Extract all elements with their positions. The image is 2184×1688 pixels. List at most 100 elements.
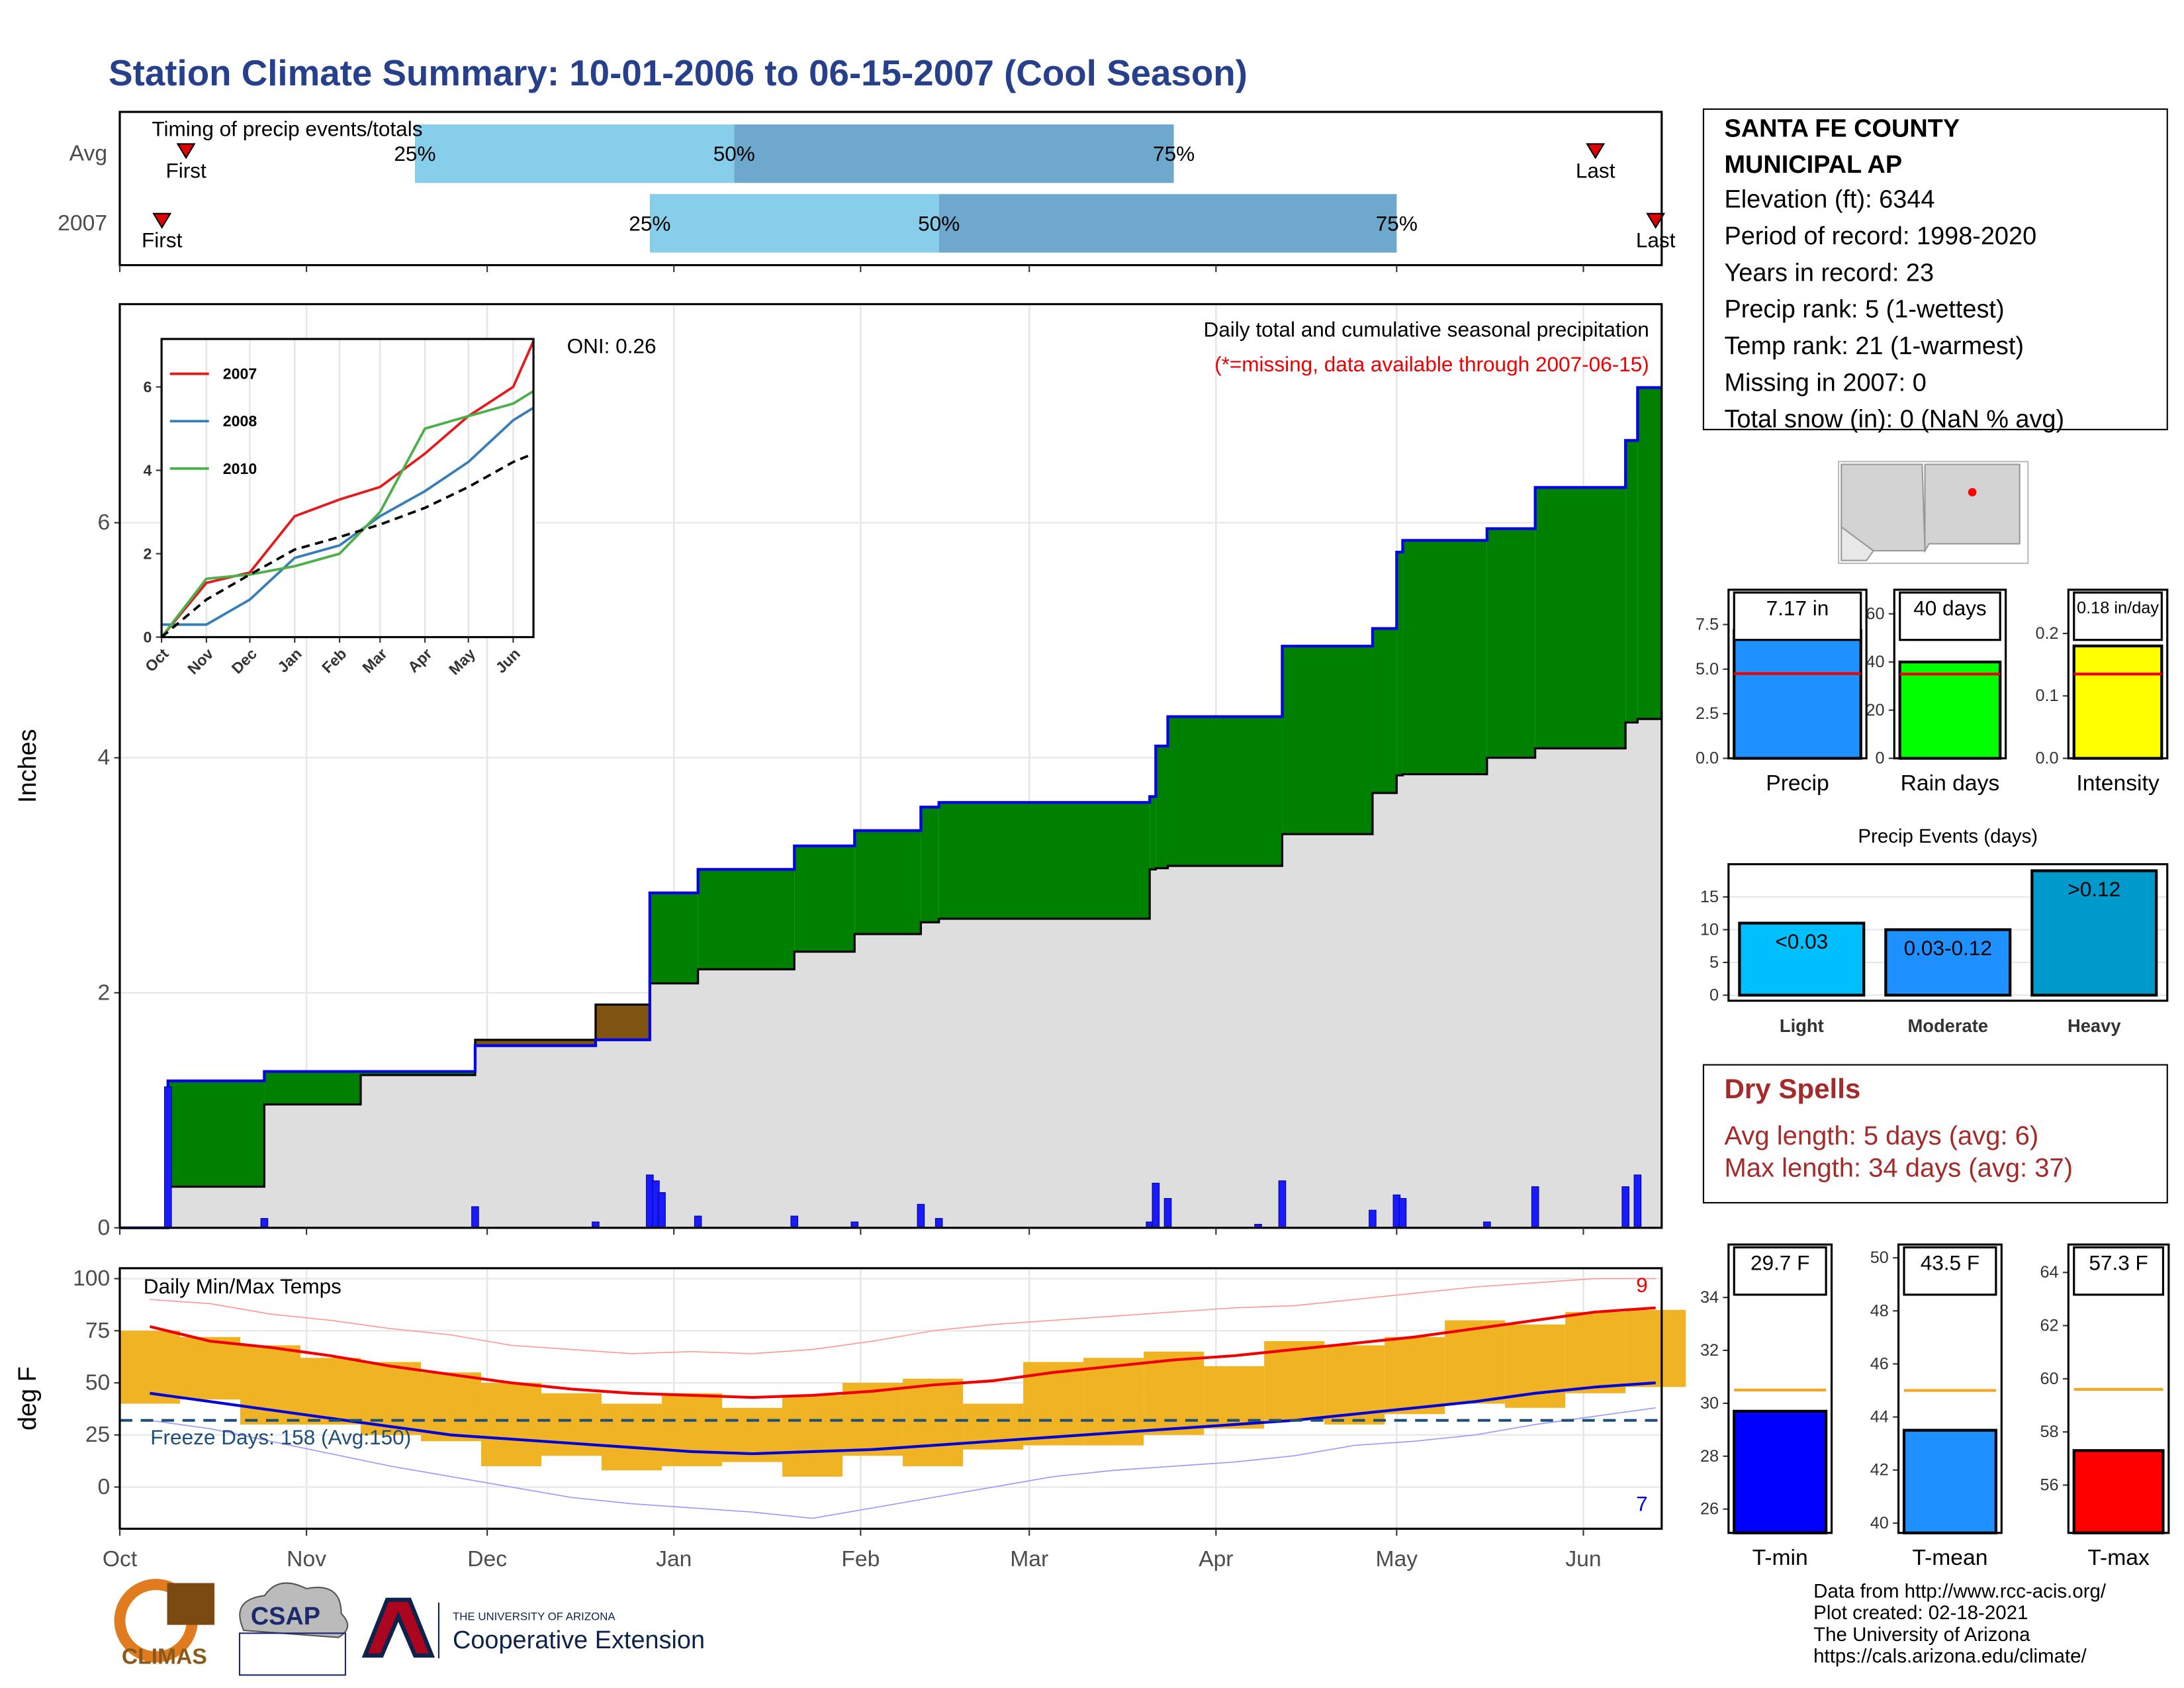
y-tick-label: 2.5 (1696, 704, 1719, 723)
y-tick-label: 62 (2040, 1317, 2058, 1335)
surplus-area (1282, 646, 1373, 835)
x-tick-label: Nov (287, 1547, 326, 1571)
ua-emblem (361, 1597, 435, 1658)
daily-bar (1369, 1209, 1377, 1229)
temp-bar (481, 1383, 542, 1466)
surplus-area (1396, 552, 1403, 776)
surplus-area (1150, 796, 1156, 870)
y-tick-label: 0.1 (2035, 686, 2058, 705)
y-tick-label: 2 (98, 980, 111, 1005)
quantile-label: 25% (394, 142, 435, 165)
y-tick-label: 25 (85, 1423, 110, 1447)
y-tick-label: 58 (2040, 1423, 2058, 1441)
event-marker (176, 143, 196, 160)
station-dot (1968, 488, 1977, 496)
station-name: MUNICIPAL AP (1724, 151, 1902, 179)
station-name: SANTA FE COUNTY (1724, 115, 1960, 142)
category-label: Rain days (1901, 771, 2000, 796)
panel-frame (1897, 1243, 2003, 1534)
timing-bar (649, 194, 939, 253)
temp-bar (903, 1378, 964, 1466)
page-title: Station Climate Summary: 10-01-2006 to 0… (109, 52, 1248, 93)
row-label: Avg (69, 142, 107, 166)
y-tick-label: 5 (1709, 953, 1719, 972)
category-label: Heavy (2068, 1015, 2121, 1036)
daily-bar (260, 1218, 269, 1229)
temp-bar (1445, 1320, 1506, 1404)
quantile-label: 25% (629, 211, 670, 235)
value-label-box (2073, 591, 2163, 641)
value-label: 40 days (1913, 596, 1987, 620)
daily-bar (1633, 1174, 1642, 1229)
y-axis-label: deg F (14, 1366, 42, 1430)
logo-text: CLIMAS (122, 1645, 207, 1669)
event-marker (1586, 143, 1606, 160)
y-tick-label: 30 (1700, 1394, 1719, 1413)
quantile-label: 75% (1153, 142, 1195, 165)
dry-spells-box (1702, 1064, 2168, 1203)
y-tick-label: 32 (1700, 1341, 1719, 1360)
oni-label: ONI: 0.26 (567, 334, 657, 358)
bar (2030, 869, 2158, 997)
y-tick-label: 6 (98, 510, 111, 535)
surplus-area (854, 830, 921, 935)
bar (1733, 629, 1862, 760)
panel-frame (2067, 1243, 2170, 1534)
footer-line: Plot created: 02-18-2021 (1813, 1602, 2028, 1624)
deficit-area (475, 1039, 596, 1046)
y-tick-label: 100 (73, 1266, 110, 1291)
daily-bar (1398, 1197, 1407, 1229)
y-tick-label: 48 (1870, 1301, 1889, 1320)
timing-bar (734, 124, 1174, 183)
event-label: Last (1576, 158, 1615, 182)
x-tick-label: May (1376, 1547, 1418, 1571)
temp-bar (119, 1331, 181, 1404)
y-axis-label: Inches (14, 729, 42, 803)
surplus-area (698, 869, 795, 970)
category-label: T-mean (1912, 1546, 1987, 1570)
panel-frame (2067, 588, 2169, 760)
csap-frame (238, 1632, 346, 1676)
temp-bar (1625, 1309, 1686, 1387)
daily-bar (164, 1086, 172, 1229)
y-tick-label: 2 (144, 545, 152, 562)
station-line: Missing in 2007: 0 (1724, 369, 1926, 397)
category-label: T-min (1752, 1546, 1808, 1570)
x-tick-label: Oct (103, 1547, 138, 1571)
y-tick-label: 64 (2040, 1263, 2058, 1282)
inset-background (161, 339, 534, 637)
event-marker (152, 212, 172, 229)
x-tick-label: Jan (656, 1547, 692, 1571)
y-tick-label: 0.0 (1696, 749, 1719, 768)
temp-bar (602, 1403, 662, 1471)
timing-bar (414, 124, 735, 183)
y-tick-label: 50 (1870, 1248, 1889, 1267)
temp-bar (1385, 1336, 1445, 1415)
y-tick-label: 6 (144, 379, 152, 396)
event-marker (1646, 212, 1666, 229)
y-tick-label: 0.0 (2035, 749, 2058, 768)
temp-bar (662, 1393, 723, 1466)
y-tick-label: 0 (1709, 986, 1719, 1004)
value-label: 7.17 in (1766, 596, 1829, 620)
y-tick-label: 42 (1870, 1461, 1889, 1479)
category-label: Precip (1766, 771, 1829, 796)
daily-bar (1278, 1180, 1287, 1229)
temp-bar (180, 1336, 241, 1400)
value-label: 0.18 in/day (2077, 598, 2159, 617)
value-label: >0.12 (2068, 877, 2120, 901)
y-tick-label: 28 (1700, 1447, 1719, 1466)
value-label: 29.7 F (1751, 1250, 1809, 1274)
y-tick-label: 56 (2040, 1476, 2058, 1494)
value-label: 57.3 F (2089, 1250, 2148, 1274)
chart-title: Daily Min/Max Temps (144, 1274, 341, 1298)
temp-bar (1204, 1366, 1265, 1429)
x-tick-label: Dec (467, 1547, 507, 1571)
temp-bar (1144, 1351, 1205, 1435)
y-tick-label: 0 (1875, 749, 1884, 768)
surplus-area (264, 1071, 361, 1105)
temp-bar (541, 1393, 602, 1456)
logo-text: THE UNIVERSITY OF ARIZONA (453, 1610, 615, 1622)
daily-bar (917, 1203, 925, 1229)
